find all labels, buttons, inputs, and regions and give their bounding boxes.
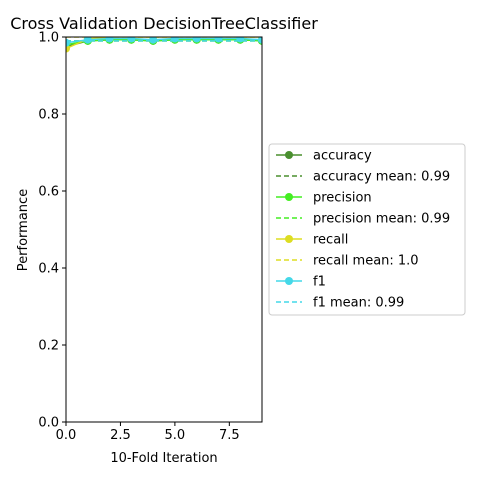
y-tick-label: 1.0	[38, 31, 59, 46]
series-recall	[66, 37, 262, 53]
legend-swatch-marker	[285, 193, 293, 201]
x-axis-label: 10-Fold Iteration	[110, 451, 217, 466]
legend-label: f1 mean: 0.99	[313, 296, 404, 311]
x-tick-label: 0.0	[56, 428, 77, 443]
legend-label: accuracy mean: 0.99	[313, 170, 450, 185]
series-line-recall	[66, 37, 262, 50]
legend-entry-accuracy-mean-0-99: accuracy mean: 0.99	[276, 170, 450, 185]
legend-label: recall mean: 1.0	[313, 254, 419, 269]
legend-entry-f1-mean-0-99: f1 mean: 0.99	[276, 296, 404, 311]
legend-entry-precision: precision	[276, 191, 372, 206]
plot-area: 0.0 2.5 5.0 7.5 0.0 0.2 0.4 0.6 0.8 1.0	[38, 31, 263, 443]
legend-label: recall	[313, 233, 348, 248]
legend: accuracy accuracy mean: 0.99 precision prec…	[268, 143, 466, 316]
chart-title: Cross Validation DecisionTreeClassifier	[10, 14, 318, 33]
legend-entry-precision-mean-0-99: precision mean: 0.99	[276, 212, 450, 227]
legend-swatch-marker	[285, 151, 293, 159]
data-point-f1	[149, 37, 158, 44]
legend-swatch-marker	[285, 235, 293, 243]
y-tick-label: 0.8	[38, 108, 59, 123]
legend-label: precision mean: 0.99	[313, 212, 450, 227]
legend-label: f1	[313, 275, 326, 290]
legend-box	[268, 143, 466, 316]
x-tick-label: 5.0	[165, 428, 186, 443]
y-tick-label: 0.2	[38, 339, 59, 354]
y-axis-label: Performance	[16, 189, 31, 271]
x-tick-label: 2.5	[110, 428, 131, 443]
legend-label: accuracy	[313, 149, 372, 164]
data-point-f1	[83, 37, 92, 44]
x-tick-label: 7.5	[219, 428, 240, 443]
legend-entry-accuracy: accuracy	[276, 149, 372, 164]
y-tick-label: 0.0	[38, 416, 59, 431]
y-tick-label: 0.4	[38, 262, 59, 277]
series-line-f1	[66, 37, 262, 44]
y-tick-label: 0.6	[38, 185, 59, 200]
legend-swatch-marker	[285, 277, 293, 285]
legend-entry-f1: f1	[276, 275, 326, 290]
plot-frame	[65, 36, 263, 423]
legend-label: precision	[313, 191, 372, 206]
legend-entry-recall: recall	[276, 233, 348, 248]
legend-entry-recall-mean-1-0: recall mean: 1.0	[276, 254, 419, 269]
